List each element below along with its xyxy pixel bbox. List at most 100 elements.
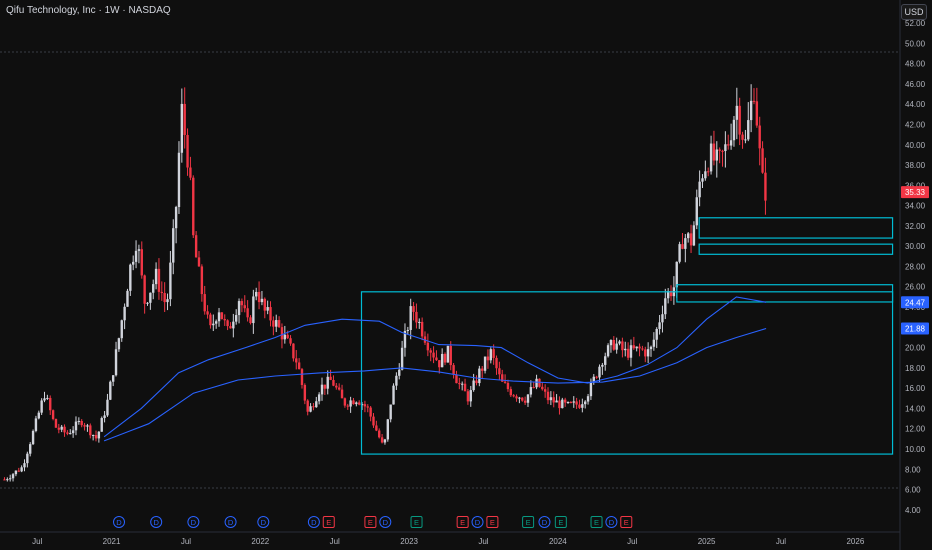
zone-box[interactable] <box>676 284 894 303</box>
candle-body <box>329 376 332 380</box>
candle-body <box>584 401 587 405</box>
candle-body <box>277 320 281 328</box>
candle-body <box>655 328 658 340</box>
earnings-marker[interactable] <box>554 516 567 528</box>
candle-body <box>649 346 653 350</box>
candle-body <box>34 418 38 431</box>
candle-body <box>721 150 724 152</box>
event-marker-label: D <box>609 518 615 527</box>
candle-body <box>449 345 452 366</box>
dividend-marker[interactable] <box>224 516 237 528</box>
currency-button[interactable]: USD <box>901 4 927 20</box>
earnings-marker[interactable] <box>522 516 535 528</box>
earnings-marker[interactable] <box>620 516 633 528</box>
ma1-price-badge <box>901 296 929 309</box>
candle-body <box>257 291 261 303</box>
earnings-marker[interactable] <box>364 516 377 528</box>
candle-body <box>169 262 172 300</box>
candle-body <box>106 399 109 416</box>
earnings-marker[interactable] <box>322 516 335 528</box>
candle-body <box>635 346 638 349</box>
y-tick-label: 42.00 <box>905 120 926 129</box>
candle-body <box>43 398 46 401</box>
earnings-marker[interactable] <box>410 516 423 528</box>
candle-body <box>472 380 475 391</box>
earnings-marker[interactable] <box>486 516 499 528</box>
zone-box[interactable] <box>698 217 894 239</box>
candle-body <box>149 292 152 303</box>
candle-body <box>323 384 327 389</box>
candle-body <box>546 391 550 401</box>
dividend-marker[interactable] <box>150 516 163 528</box>
candle-body <box>598 366 601 378</box>
y-tick-label: 12.00 <box>905 425 926 434</box>
candle-body <box>644 349 647 357</box>
candle-body <box>709 143 713 172</box>
candle-body <box>758 125 761 149</box>
x-tick-label: Jul <box>32 537 42 546</box>
zone-box[interactable] <box>360 291 894 455</box>
candle-body <box>481 368 484 371</box>
dividend-marker[interactable] <box>257 516 270 528</box>
candle-body <box>97 431 101 439</box>
candle-body <box>209 314 212 326</box>
candle-body <box>523 400 527 403</box>
candle-body <box>212 323 215 326</box>
event-marker-label: D <box>261 518 267 527</box>
dividend-marker[interactable] <box>307 516 320 528</box>
x-tick-label: Jul <box>330 537 340 546</box>
candle-body <box>383 439 387 443</box>
candle-body <box>509 389 513 396</box>
candle-body <box>395 375 398 386</box>
candle-body <box>337 387 341 390</box>
dividend-marker[interactable] <box>113 516 126 528</box>
dividend-marker[interactable] <box>471 516 484 528</box>
dividend-marker[interactable] <box>605 516 618 528</box>
y-tick-label: 4.00 <box>905 506 921 515</box>
dividend-marker[interactable] <box>379 516 392 528</box>
candle-body <box>684 238 687 249</box>
candle-body <box>103 415 106 419</box>
event-marker-label: D <box>228 518 234 527</box>
last-price-badge-label: 35.33 <box>905 188 926 197</box>
candle-body <box>129 264 132 291</box>
earnings-marker[interactable] <box>456 516 469 528</box>
candle-body <box>292 343 295 359</box>
ma2-price-badge <box>901 322 929 335</box>
candle-body <box>255 291 258 297</box>
x-tick-label: 2024 <box>549 537 567 546</box>
candle-body <box>243 305 246 309</box>
candle-body <box>120 320 123 339</box>
candle-body <box>701 178 704 182</box>
candle-body <box>283 334 287 340</box>
candle-body <box>586 396 590 402</box>
dividend-marker[interactable] <box>538 516 551 528</box>
candle-body <box>380 437 384 443</box>
candle-body <box>14 470 18 475</box>
candle-body <box>415 311 418 323</box>
candle-body <box>123 306 126 321</box>
candle-body <box>51 410 55 420</box>
event-marker-label: D <box>116 518 122 527</box>
x-tick-label: Jul <box>181 537 191 546</box>
ma1-price-badge-label: 24.47 <box>905 298 926 307</box>
y-tick-label: 26.00 <box>905 283 926 292</box>
candle-body <box>386 419 390 440</box>
y-tick-label: 10.00 <box>905 445 926 454</box>
candle-body <box>429 350 432 353</box>
candle-body <box>366 406 369 408</box>
dividend-marker[interactable] <box>187 516 200 528</box>
candle-body <box>452 365 455 375</box>
candle-body <box>363 404 367 407</box>
candle-body <box>37 412 40 419</box>
event-marker-label: E <box>558 518 563 527</box>
candle-body <box>217 312 221 322</box>
zone-box[interactable] <box>698 243 894 255</box>
candle-body <box>712 143 716 161</box>
candle-body <box>463 383 467 392</box>
earnings-marker[interactable] <box>590 516 603 528</box>
event-marker-label: D <box>475 518 481 527</box>
candle-body <box>729 140 733 146</box>
candle-body <box>180 103 184 153</box>
